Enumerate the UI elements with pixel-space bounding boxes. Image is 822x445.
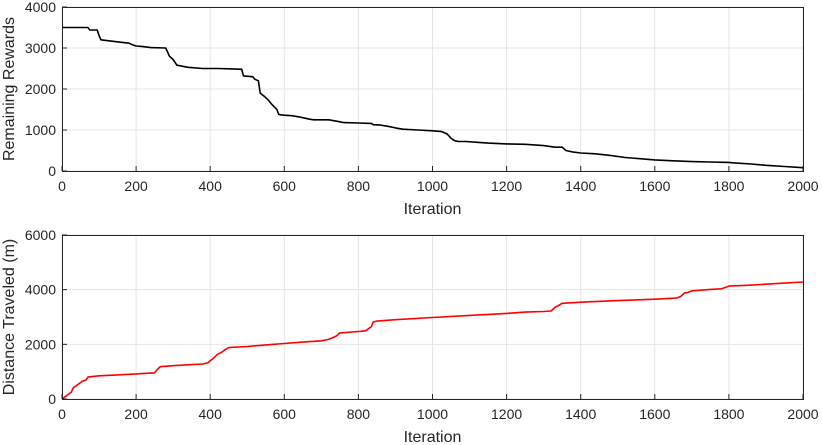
x-tick-label: 1200 [491, 178, 522, 194]
x-tick-label: 600 [273, 406, 297, 422]
x-tick-label: 1000 [417, 406, 448, 422]
series-line [61, 281, 804, 400]
x-tick-label: 1800 [713, 178, 744, 194]
ticks: 0 200 400 600 800 1000 1200 1400 1600 1800 2000 0 20… [25, 227, 819, 422]
y-tick-label: 6000 [25, 227, 56, 243]
x-tick-label: 1600 [639, 406, 670, 422]
series-polyline [62, 26, 804, 169]
x-tick-label: 2000 [787, 178, 818, 194]
y-tick-label: 1000 [25, 122, 56, 138]
series-polyline [61, 281, 804, 400]
x-tick-label: 200 [124, 178, 148, 194]
x-tick-label: 400 [199, 406, 223, 422]
y-tick-label: 2000 [25, 81, 56, 97]
x-tick-label: 2000 [787, 406, 818, 422]
x-tick-label: 400 [199, 178, 223, 194]
x-tick-label: 800 [347, 406, 371, 422]
ticks: 0 200 400 600 800 1000 1200 1400 1600 1800 2000 0 10… [25, 0, 819, 194]
x-tick-label: 1400 [565, 178, 596, 194]
x-axis-label: Iteration [404, 201, 462, 218]
axes-box [62, 235, 804, 400]
y-axis-label: Remaining Rewards [1, 17, 18, 161]
y-tick-label: 4000 [25, 0, 56, 15]
x-tick-label: 200 [124, 406, 148, 422]
x-tick-label: 1800 [713, 406, 744, 422]
x-axis-label: Iteration [404, 429, 462, 445]
x-tick-label: 0 [58, 406, 66, 422]
x-tick-label: 600 [273, 178, 297, 194]
y-tick-label: 4000 [25, 282, 56, 298]
x-tick-label: 1400 [565, 406, 596, 422]
y-tick-label: 3000 [25, 40, 56, 56]
remaining-rewards-chart: 0 200 400 600 800 1000 1200 1400 1600 1800 2000 0 10… [1, 0, 819, 218]
x-tick-label: 800 [347, 178, 371, 194]
y-tick-label: 0 [48, 391, 56, 407]
x-tick-label: 1000 [417, 178, 448, 194]
distance-traveled-chart: 0 200 400 600 800 1000 1200 1400 1600 1800 2000 0 20… [1, 227, 819, 445]
series-line [62, 26, 804, 169]
x-tick-label: 1200 [491, 406, 522, 422]
x-tick-label: 0 [58, 178, 66, 194]
y-tick-label: 0 [48, 163, 56, 179]
x-tick-label: 1600 [639, 178, 670, 194]
y-axis-label: Distance Traveled (m) [1, 239, 18, 396]
y-tick-label: 2000 [25, 336, 56, 352]
